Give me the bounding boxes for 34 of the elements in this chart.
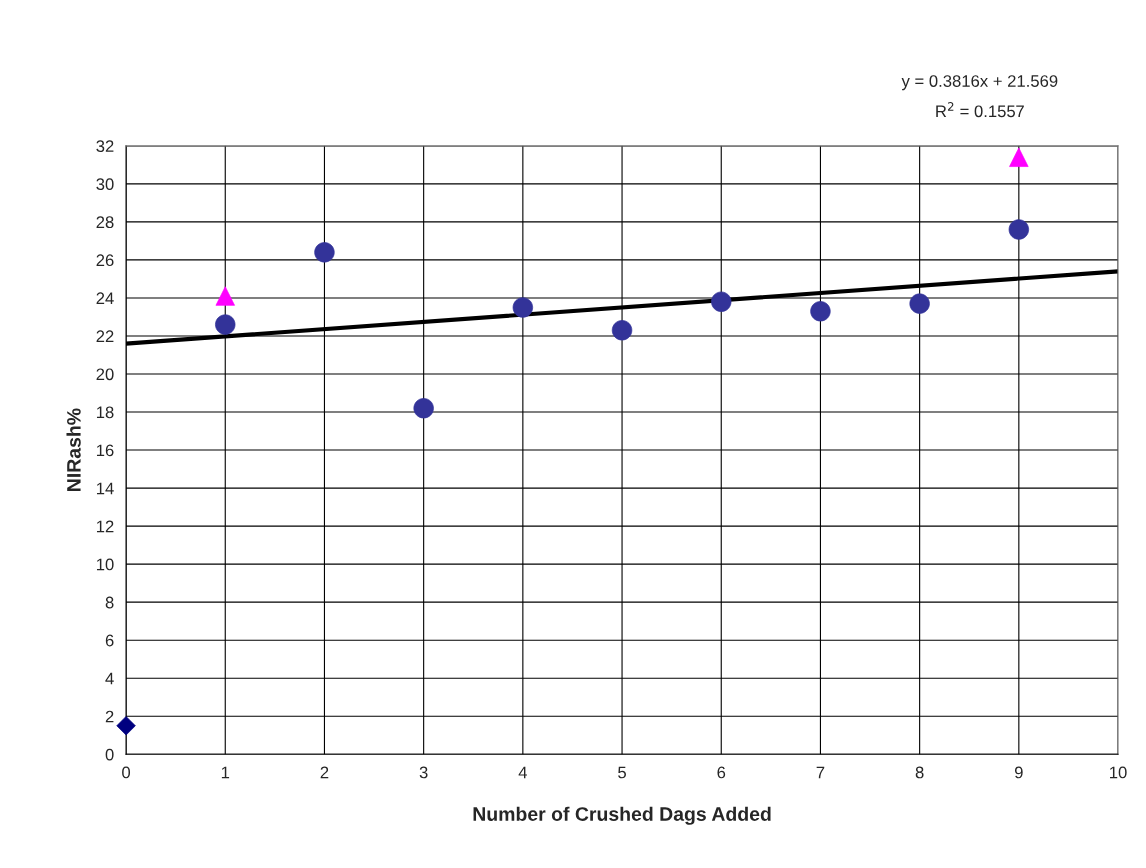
- x-tick-label: 2: [320, 766, 329, 779]
- y-tick-label: 26: [96, 254, 114, 267]
- y-tick-label: 0: [105, 748, 114, 761]
- y-tick-label: 12: [96, 520, 114, 533]
- y-tick-label: 4: [105, 672, 114, 685]
- text: R$^{2}$ = 0.1557: [936, 101, 1024, 118]
- y-tick-label: 24: [96, 292, 114, 304]
- point: [314, 242, 335, 263]
- y-tick-label: 18: [96, 406, 114, 419]
- x-tick-label: 9: [1014, 766, 1023, 779]
- x-tick-label: 1: [221, 766, 230, 779]
- y-axis-title: NIRash%: [66, 408, 81, 491]
- x-tick-label: 6: [717, 766, 726, 779]
- text: y = 0.3816x + 21.569: [901, 75, 1058, 91]
- x-tick-label: 4: [518, 766, 527, 779]
- x-tick-label: 5: [618, 766, 626, 779]
- y-tick-label: 14: [96, 482, 114, 495]
- x-axis-title: Number of Crushed Dags Added: [473, 806, 771, 825]
- x-tick-label: 7: [816, 766, 825, 779]
- x-tick-label: 8: [915, 766, 924, 779]
- x-tick-label: 3: [419, 766, 428, 779]
- y-tick-label: 6: [105, 634, 114, 647]
- y-tick-label: 2: [105, 710, 114, 723]
- x-tick-label: 10: [1110, 766, 1127, 779]
- y-tick-label: 20: [96, 368, 114, 381]
- y-tick-label: 8: [105, 596, 114, 609]
- y-tick-label: 22: [96, 330, 114, 343]
- y-tick-label: 32: [96, 140, 114, 153]
- y-tick-label: 28: [96, 216, 114, 229]
- point: [909, 293, 930, 314]
- y-tick-label: 30: [96, 178, 114, 191]
- y-tick-label: 16: [96, 444, 114, 457]
- x-tick-label: 0: [122, 766, 131, 779]
- y-tick-label: 10: [96, 558, 114, 571]
